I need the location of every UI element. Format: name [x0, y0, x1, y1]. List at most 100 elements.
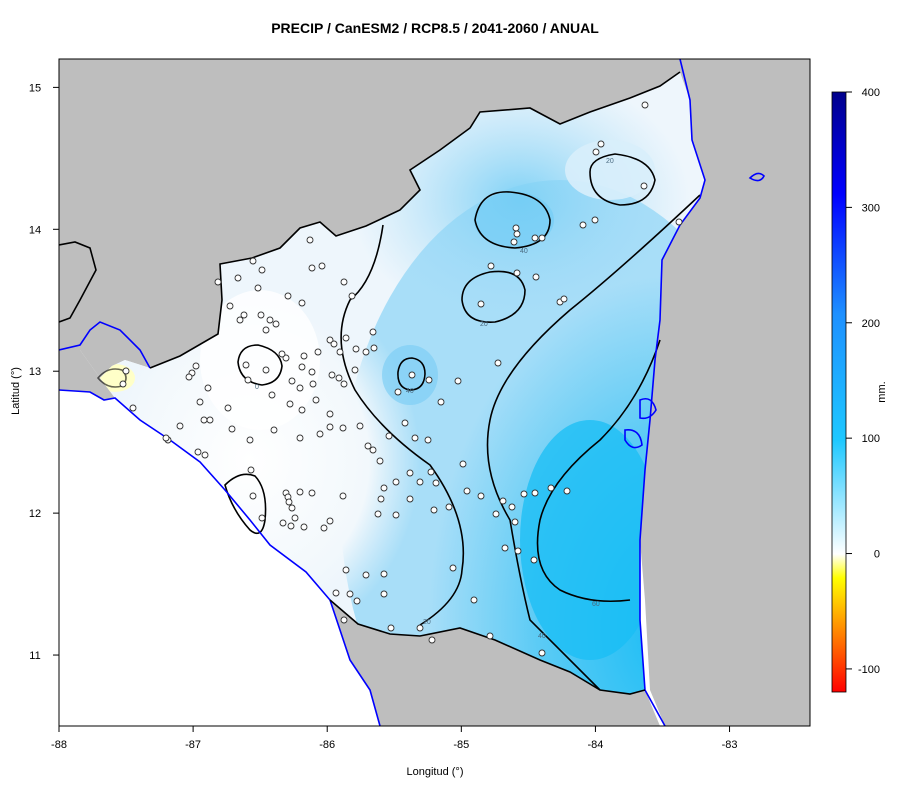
- coastlines: [59, 59, 765, 726]
- station-marker: [445, 503, 453, 511]
- station-marker: [492, 510, 500, 518]
- y-tick-label: 11: [29, 650, 40, 662]
- station-marker: [122, 367, 130, 375]
- station-marker: [326, 336, 334, 344]
- station-marker: [336, 348, 344, 356]
- station-marker: [427, 468, 435, 476]
- station-marker: [463, 487, 471, 495]
- station-marker: [224, 404, 232, 412]
- station-marker: [376, 457, 384, 465]
- station-marker: [328, 371, 336, 379]
- station-marker: [425, 376, 433, 384]
- station-marker: [258, 514, 266, 522]
- station-marker: [411, 434, 419, 442]
- station-marker: [326, 410, 334, 418]
- x-axis-ticks: -88 -87 -86 -85 -84 -83: [51, 726, 737, 751]
- station-marker: [374, 510, 382, 518]
- station-marker: [380, 484, 388, 492]
- station-marker: [296, 434, 304, 442]
- station-marker: [306, 236, 314, 244]
- station-marker: [387, 624, 395, 632]
- station-marker: [228, 425, 236, 433]
- station-marker: [308, 264, 316, 272]
- station-marker: [579, 221, 587, 229]
- station-marker: [591, 216, 599, 224]
- lagoon-coastline: [624, 428, 643, 449]
- station-marker: [362, 571, 370, 579]
- plot-frame: [58, 58, 811, 727]
- contour-label: 60: [592, 601, 600, 608]
- station-marker: [330, 340, 338, 348]
- station-marker: [300, 523, 308, 531]
- station-marker: [563, 487, 571, 495]
- station-marker: [432, 479, 440, 487]
- contour-loop-0-south: [224, 473, 267, 535]
- station-marker: [254, 284, 262, 292]
- contour-labels: 40 20 40 20 0 20 40 60: [255, 158, 614, 640]
- station-marker: [340, 380, 348, 388]
- island-coastline: [748, 172, 765, 182]
- station-marker: [342, 334, 350, 342]
- station-marker: [511, 518, 519, 526]
- contour-loop-40-central: [397, 357, 426, 391]
- x-tick-label: -85: [453, 739, 469, 751]
- station-marker: [531, 234, 539, 242]
- station-marker: [530, 556, 538, 564]
- honduras-border: [149, 71, 681, 369]
- station-marker: [346, 590, 354, 598]
- colorbar-ticks: -100 0 100 200 300 400: [846, 87, 880, 676]
- station-marker: [538, 234, 546, 242]
- station-marker: [288, 377, 296, 385]
- x-axis-label: Longitud (°): [406, 766, 464, 778]
- station-marker: [364, 442, 372, 450]
- station-marker: [162, 434, 170, 442]
- station-marker: [351, 366, 359, 374]
- station-marker: [501, 544, 509, 552]
- station-marker: [499, 497, 507, 505]
- station-marker: [675, 218, 683, 226]
- station-marker: [592, 148, 600, 156]
- station-marker: [392, 511, 400, 519]
- station-marker: [201, 451, 209, 459]
- contour-line-40-east: [486, 194, 701, 691]
- x-tick-label: -84: [587, 739, 603, 751]
- station-marker: [298, 299, 306, 307]
- station-marker: [377, 495, 385, 503]
- map-title: PRECIP / CanESM2 / RCP8.5 / 2041-2060 / …: [271, 20, 599, 36]
- station-marker: [430, 506, 438, 514]
- station-marker: [424, 436, 432, 444]
- station-marker: [196, 398, 204, 406]
- station-marker: [316, 430, 324, 438]
- station-marker: [314, 348, 322, 356]
- colorbar-tick-label: 0: [874, 549, 880, 561]
- x-tick-label: -87: [185, 739, 201, 751]
- station-marker: [298, 363, 306, 371]
- station-marker: [348, 292, 356, 300]
- station-marker: [194, 448, 202, 456]
- y-tick-label: 13: [29, 366, 41, 378]
- station-marker: [339, 424, 347, 432]
- station-marker: [270, 426, 278, 434]
- station-marker: [477, 300, 485, 308]
- costa-rica-border: [329, 599, 646, 695]
- y-tick-label: 12: [29, 508, 41, 520]
- station-marker: [339, 492, 347, 500]
- station-marker: [370, 344, 378, 352]
- station-marker: [401, 419, 409, 427]
- x-tick-label: -86: [319, 739, 335, 751]
- station-marker: [531, 489, 539, 497]
- station-marker: [362, 348, 370, 356]
- station-marker: [380, 590, 388, 598]
- station-marker: [353, 597, 361, 605]
- station-marker: [487, 262, 495, 270]
- station-marker: [308, 368, 316, 376]
- station-marker: [278, 350, 286, 358]
- contour-loop-40-north: [474, 191, 551, 249]
- station-marker: [286, 400, 294, 408]
- station-marker: [242, 361, 250, 369]
- station-marker: [249, 492, 257, 500]
- station-marker: [326, 517, 334, 525]
- station-marker: [298, 406, 306, 414]
- y-tick-label: 14: [29, 224, 41, 236]
- station-marker: [236, 316, 244, 324]
